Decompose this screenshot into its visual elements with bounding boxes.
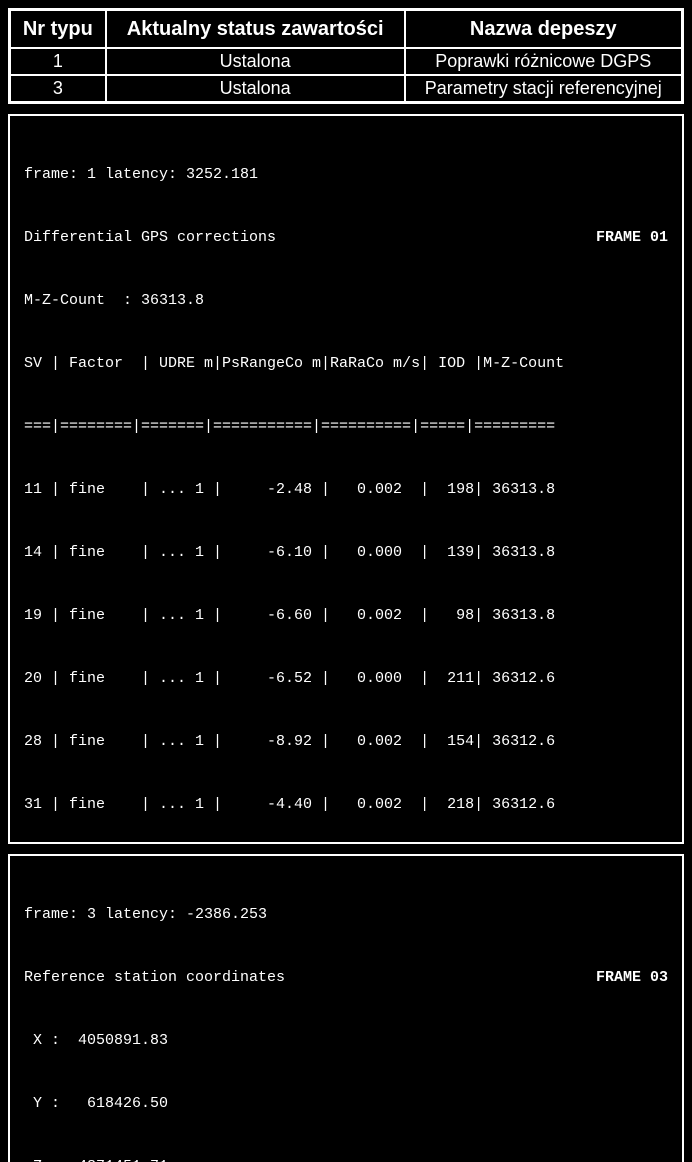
frame1-data-row: 11 | fine | ... 1 | -2.48 | 0.002 | 198|… [24, 479, 668, 500]
col-header-type: Nr typu [10, 10, 106, 49]
frame1-label: FRAME 01 [596, 227, 668, 248]
col-header-name: Nazwa depeszy [405, 10, 683, 49]
frame1-data-row: 19 | fine | ... 1 | -6.60 | 0.002 | 98| … [24, 605, 668, 626]
frame3-label: FRAME 03 [596, 967, 668, 988]
cell-name: Parametry stacji referencyjnej [405, 75, 683, 103]
table-row: 3 Ustalona Parametry stacji referencyjne… [10, 75, 683, 103]
frame3-y: Y : 618426.50 [24, 1093, 668, 1114]
cell-type: 1 [10, 48, 106, 75]
col-header-status: Aktualny status zawartości [106, 10, 405, 49]
frame1-separator: ===|========|=======|===========|=======… [24, 416, 668, 437]
cell-status: Ustalona [106, 75, 405, 103]
frame1-data-row: 28 | fine | ... 1 | -8.92 | 0.002 | 154|… [24, 731, 668, 752]
frame1-description-row: Differential GPS corrections FRAME 01 [24, 227, 668, 248]
frame1-description: Differential GPS corrections [24, 227, 276, 248]
frame3-description: Reference station coordinates [24, 967, 285, 988]
frame1-mzcount: M-Z-Count : 36313.8 [24, 290, 668, 311]
frame3-terminal: frame: 3 latency: -2386.253 Reference st… [8, 854, 684, 1162]
table-row: 1 Ustalona Poprawki różnicowe DGPS [10, 48, 683, 75]
frame1-data-row: 31 | fine | ... 1 | -4.40 | 0.002 | 218|… [24, 794, 668, 815]
frame1-data-row: 14 | fine | ... 1 | -6.10 | 0.000 | 139|… [24, 542, 668, 563]
cell-type: 3 [10, 75, 106, 103]
frame1-columns: SV | Factor | UDRE m|PsRangeCo m|RaRaCo … [24, 353, 668, 374]
frame3-x: X : 4050891.83 [24, 1030, 668, 1051]
frame3-z: Z : 4871451.71 [24, 1156, 668, 1162]
cell-status: Ustalona [106, 48, 405, 75]
frame3-description-row: Reference station coordinates FRAME 03 [24, 967, 668, 988]
frame3-header: frame: 3 latency: -2386.253 [24, 904, 668, 925]
frame1-header: frame: 1 latency: 3252.181 [24, 164, 668, 185]
cell-name: Poprawki różnicowe DGPS [405, 48, 683, 75]
frame1-terminal: frame: 1 latency: 3252.181 Differential … [8, 114, 684, 844]
frame1-data-row: 20 | fine | ... 1 | -6.52 | 0.000 | 211|… [24, 668, 668, 689]
header-row: Nr typu Aktualny status zawartości Nazwa… [10, 10, 683, 49]
header-table: Nr typu Aktualny status zawartości Nazwa… [8, 8, 684, 104]
